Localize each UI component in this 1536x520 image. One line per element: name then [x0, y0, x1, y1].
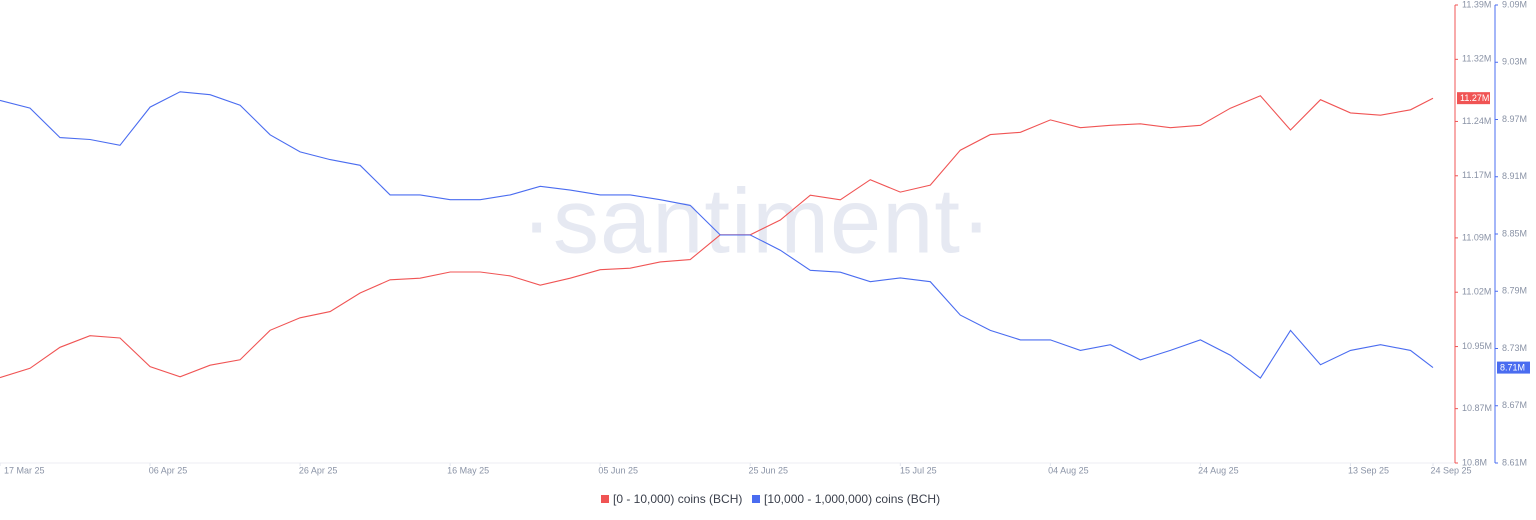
x-tick-label: 06 Apr 25 [149, 465, 188, 475]
y2-tick-label: 8.85M [1502, 228, 1527, 238]
y-tick-label: 11.24M [1462, 116, 1491, 126]
y2-tick-label: 8.91M [1502, 171, 1527, 181]
legend-swatch [752, 495, 760, 503]
last-value-label: 8.71M [1500, 362, 1525, 372]
y2-tick-label: 8.61M [1502, 457, 1527, 467]
y2-tick-label: 9.09M [1502, 0, 1527, 9]
x-tick-label: 17 Mar 25 [4, 465, 45, 475]
y2-tick-label: 8.97M [1502, 114, 1527, 124]
legend-label: [10,000 - 1,000,000) coins (BCH) [764, 492, 940, 506]
watermark: ·santiment· [521, 170, 992, 272]
x-tick-label: 13 Sep 25 [1348, 465, 1389, 475]
x-tick-label: 24 Aug 25 [1198, 465, 1239, 475]
y-tick-label: 11.02M [1462, 287, 1491, 297]
last-value-label: 11.27M [1460, 93, 1489, 103]
x-tick-label: 16 May 25 [447, 465, 489, 475]
x-tick-label: 04 Aug 25 [1048, 465, 1089, 475]
y-tick-label: 11.39M [1462, 0, 1491, 9]
y2-tick-label: 9.03M [1502, 57, 1527, 67]
y-tick-label: 10.8M [1462, 457, 1487, 467]
x-tick-label: 05 Jun 25 [598, 465, 638, 475]
last-value-badge [1497, 361, 1530, 374]
y2-tick-label: 8.67M [1502, 400, 1527, 410]
legend-label: [0 - 10,000) coins (BCH) [613, 492, 742, 506]
legend-swatch [601, 495, 609, 503]
x-tick-label: 25 Jun 25 [748, 465, 788, 475]
y-tick-label: 11.09M [1462, 232, 1491, 242]
y-tick-label: 11.32M [1462, 54, 1491, 64]
x-tick-label: 24 Sep 25 [1430, 465, 1471, 475]
y2-tick-label: 8.73M [1502, 343, 1527, 353]
y-tick-label: 10.95M [1462, 341, 1492, 351]
y-tick-label: 11.17M [1462, 170, 1491, 180]
x-tick-label: 26 Apr 25 [299, 465, 338, 475]
x-tick-label: 15 Jul 25 [900, 465, 937, 475]
series-line [0, 91, 1434, 379]
y-tick-label: 10.87M [1462, 403, 1492, 413]
last-value-badge [1457, 92, 1490, 105]
y2-tick-label: 8.79M [1502, 286, 1527, 296]
